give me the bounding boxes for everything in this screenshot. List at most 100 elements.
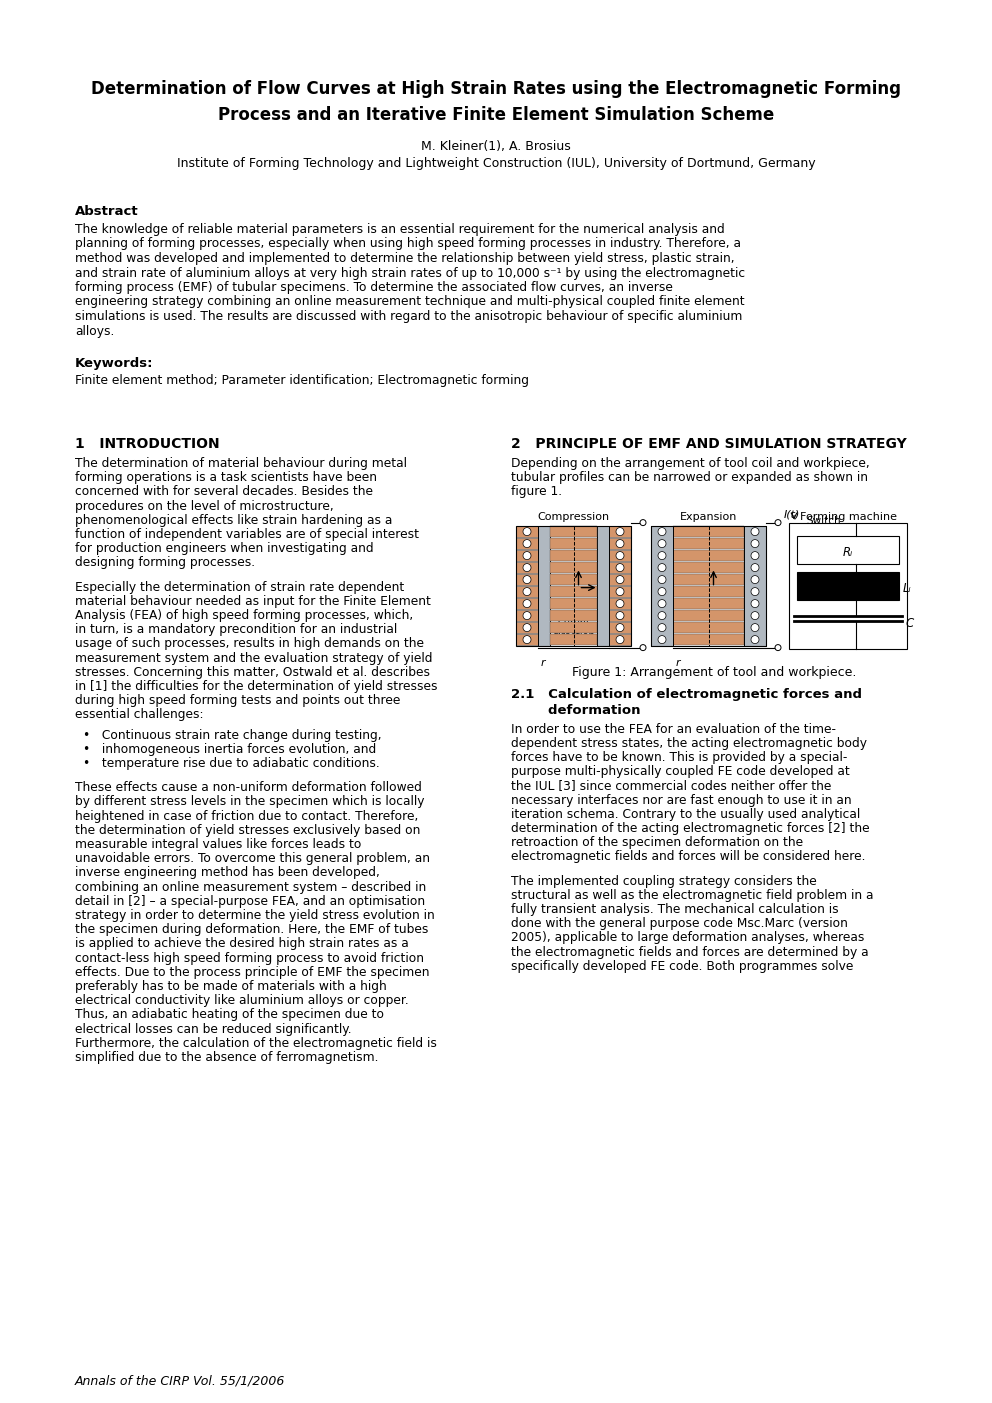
Circle shape xyxy=(616,564,624,571)
Text: Thus, an adiabatic heating of the specimen due to: Thus, an adiabatic heating of the specim… xyxy=(75,1009,384,1021)
Bar xyxy=(673,598,744,609)
Text: Figure 1: Arrangement of tool and workpiece.: Figure 1: Arrangement of tool and workpi… xyxy=(571,665,856,679)
Circle shape xyxy=(523,599,531,607)
Bar xyxy=(744,622,766,633)
Bar xyxy=(651,598,673,609)
Bar xyxy=(789,522,907,648)
Text: forming process (EMF) of tubular specimens. To determine the associated flow cur: forming process (EMF) of tubular specime… xyxy=(75,281,673,295)
Bar xyxy=(651,526,766,645)
Text: 1   INTRODUCTION: 1 INTRODUCTION xyxy=(75,436,219,450)
Text: Keywords:: Keywords: xyxy=(75,356,154,370)
Text: the IUL [3] since commercial codes neither offer the: the IUL [3] since commercial codes neith… xyxy=(511,780,831,793)
Text: Rᵢ: Rᵢ xyxy=(843,546,853,558)
Text: Forming machine: Forming machine xyxy=(800,512,897,522)
Text: the electromagnetic fields and forces are determined by a: the electromagnetic fields and forces ar… xyxy=(511,946,869,958)
Circle shape xyxy=(658,623,666,631)
Text: I(t): I(t) xyxy=(784,509,801,519)
Bar xyxy=(550,537,597,549)
Text: measurement system and the evaluation strategy of yield: measurement system and the evaluation st… xyxy=(75,651,433,665)
Text: In order to use the FEA for an evaluation of the time-: In order to use the FEA for an evaluatio… xyxy=(511,723,836,735)
Circle shape xyxy=(616,528,624,536)
Circle shape xyxy=(751,623,759,631)
Text: Switch: Switch xyxy=(806,515,840,526)
Text: forces have to be known. This is provided by a special-: forces have to be known. This is provide… xyxy=(511,751,847,765)
Text: r: r xyxy=(600,584,605,593)
Text: electromagnetic fields and forces will be considered here.: electromagnetic fields and forces will b… xyxy=(511,850,865,863)
Circle shape xyxy=(658,564,666,571)
Circle shape xyxy=(775,519,781,526)
Text: the specimen during deformation. Here, the EMF of tubes: the specimen during deformation. Here, t… xyxy=(75,923,429,936)
Circle shape xyxy=(523,528,531,536)
Text: M. Kleiner(1), A. Brosius: M. Kleiner(1), A. Brosius xyxy=(422,140,570,153)
Bar xyxy=(651,609,673,620)
Text: Depending on the arrangement of tool coil and workpiece,: Depending on the arrangement of tool coi… xyxy=(511,457,870,470)
Circle shape xyxy=(658,528,666,536)
Text: iteration schema. Contrary to the usually used analytical: iteration schema. Contrary to the usuall… xyxy=(511,808,860,821)
Text: engineering strategy combining an online measurement technique and multi-physica: engineering strategy combining an online… xyxy=(75,296,745,309)
Text: Annals of the CIRP Vol. 55/1/2006: Annals of the CIRP Vol. 55/1/2006 xyxy=(75,1375,286,1388)
Circle shape xyxy=(616,588,624,596)
Circle shape xyxy=(658,588,666,596)
Text: during high speed forming tests and points out three: during high speed forming tests and poin… xyxy=(75,694,401,707)
Bar xyxy=(609,609,631,620)
Text: •   inhomogeneous inertia forces evolution, and: • inhomogeneous inertia forces evolution… xyxy=(83,742,376,756)
Bar xyxy=(516,526,631,645)
Text: for production engineers when investigating and: for production engineers when investigat… xyxy=(75,542,374,556)
Text: Process and an Iterative Finite Element Simulation Scheme: Process and an Iterative Finite Element … xyxy=(218,107,774,123)
Text: simplified due to the absence of ferromagnetism.: simplified due to the absence of ferroma… xyxy=(75,1051,379,1063)
Text: material behaviour needed as input for the Finite Element: material behaviour needed as input for t… xyxy=(75,595,431,607)
Text: r: r xyxy=(541,658,546,668)
Text: electrical conductivity like aluminium alloys or copper.: electrical conductivity like aluminium a… xyxy=(75,995,409,1007)
Text: heightened in case of friction due to contact. Therefore,: heightened in case of friction due to co… xyxy=(75,810,419,822)
Circle shape xyxy=(640,644,646,651)
Text: purpose multi-physically coupled FE code developed at: purpose multi-physically coupled FE code… xyxy=(511,765,850,779)
Circle shape xyxy=(523,636,531,644)
Bar xyxy=(550,561,597,572)
Bar xyxy=(516,609,538,620)
Bar xyxy=(550,622,597,633)
Bar xyxy=(744,526,766,645)
Circle shape xyxy=(751,551,759,560)
Circle shape xyxy=(658,612,666,620)
Text: Abstract: Abstract xyxy=(75,205,139,217)
Bar xyxy=(609,550,631,561)
Circle shape xyxy=(523,540,531,547)
Bar xyxy=(609,537,631,549)
Bar xyxy=(744,550,766,561)
Bar xyxy=(516,537,538,549)
Text: in turn, is a mandatory precondition for an industrial: in turn, is a mandatory precondition for… xyxy=(75,623,397,636)
Text: determination of the acting electromagnetic forces [2] the: determination of the acting electromagne… xyxy=(511,822,870,835)
Text: measurable integral values like forces leads to: measurable integral values like forces l… xyxy=(75,838,361,852)
Text: retroaction of the specimen deformation on the: retroaction of the specimen deformation … xyxy=(511,836,804,849)
Bar xyxy=(550,609,597,620)
Bar xyxy=(609,526,631,536)
Bar xyxy=(673,550,744,561)
Bar xyxy=(609,585,631,596)
Text: deformation: deformation xyxy=(511,703,641,717)
Text: concerned with for several decades. Besides the: concerned with for several decades. Besi… xyxy=(75,485,373,498)
Bar xyxy=(651,537,673,549)
Text: 2   PRINCIPLE OF EMF AND SIMULATION STRATEGY: 2 PRINCIPLE OF EMF AND SIMULATION STRATE… xyxy=(511,436,907,450)
Text: strategy in order to determine the yield stress evolution in: strategy in order to determine the yield… xyxy=(75,909,434,922)
Bar xyxy=(550,550,597,561)
Text: is applied to achieve the desired high strain rates as a: is applied to achieve the desired high s… xyxy=(75,937,409,950)
Text: combining an online measurement system – described in: combining an online measurement system –… xyxy=(75,881,427,894)
Circle shape xyxy=(523,588,531,596)
Text: tubular profiles can be narrowed or expanded as shown in: tubular profiles can be narrowed or expa… xyxy=(511,471,868,484)
Bar xyxy=(744,609,766,620)
Bar xyxy=(516,598,538,609)
Bar xyxy=(673,585,744,596)
Text: effects. Due to the process principle of EMF the specimen: effects. Due to the process principle of… xyxy=(75,965,430,979)
Bar xyxy=(744,537,766,549)
Bar xyxy=(744,585,766,596)
Text: electrical losses can be reduced significantly.: electrical losses can be reduced signifi… xyxy=(75,1023,351,1035)
Bar xyxy=(609,598,631,609)
Text: These effects cause a non-uniform deformation followed: These effects cause a non-uniform deform… xyxy=(75,781,422,794)
Text: necessary interfaces nor are fast enough to use it in an: necessary interfaces nor are fast enough… xyxy=(511,794,851,807)
Text: method was developed and implemented to determine the relationship between yield: method was developed and implemented to … xyxy=(75,253,735,265)
Text: 2.1   Calculation of electromagnetic forces and: 2.1 Calculation of electromagnetic force… xyxy=(511,687,862,700)
Text: 2005), applicable to large deformation analyses, whereas: 2005), applicable to large deformation a… xyxy=(511,932,864,944)
Text: simulations is used. The results are discussed with regard to the anisotropic be: simulations is used. The results are dis… xyxy=(75,310,742,323)
Bar xyxy=(744,561,766,572)
Circle shape xyxy=(751,636,759,644)
